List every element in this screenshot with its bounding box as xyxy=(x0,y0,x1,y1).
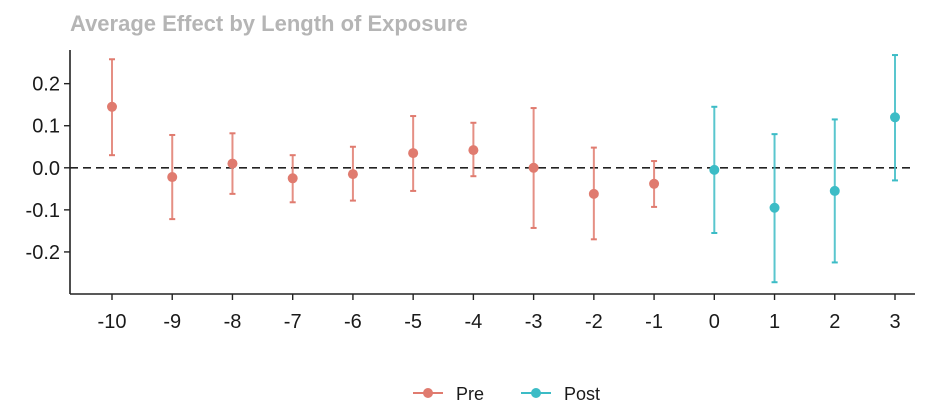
y-tick-label: -0.2 xyxy=(26,242,60,264)
point-estimate xyxy=(649,178,660,189)
legend-label: Pre xyxy=(456,384,484,403)
x-tick-label: -5 xyxy=(404,311,422,333)
data-marks xyxy=(107,54,900,284)
x-tick-label: -1 xyxy=(645,311,663,333)
estimate-post xyxy=(890,54,900,182)
legend-item-pre: Pre xyxy=(413,384,484,403)
legend: Pre Post xyxy=(413,384,600,403)
estimate-pre xyxy=(588,146,599,241)
estimate-post xyxy=(769,133,780,284)
estimate-pre xyxy=(649,160,660,208)
point-estimate xyxy=(468,145,479,156)
estimate-post xyxy=(829,118,840,264)
estimate-pre xyxy=(408,115,419,192)
estimate-pre xyxy=(167,133,178,221)
estimate-pre xyxy=(227,132,238,195)
x-tick-label: -4 xyxy=(464,311,482,333)
x-tick-label: -10 xyxy=(98,311,127,333)
estimate-post xyxy=(709,105,720,234)
x-tick-label: -6 xyxy=(344,311,362,333)
legend-key-point xyxy=(423,388,433,398)
chart-title: Average Effect by Length of Exposure xyxy=(70,11,468,36)
point-estimate xyxy=(408,148,419,159)
y-tick-label: 0.1 xyxy=(32,116,60,138)
x-tick-label: -8 xyxy=(224,311,242,333)
x-tick-label: -7 xyxy=(284,311,302,333)
x-tick-label: 2 xyxy=(829,311,840,333)
point-estimate xyxy=(107,101,117,112)
point-estimate xyxy=(588,188,599,199)
point-estimate xyxy=(829,185,840,196)
y-tick-label: -0.1 xyxy=(26,200,60,222)
x-tick-label: -2 xyxy=(585,311,603,333)
point-estimate xyxy=(709,164,720,175)
point-estimate xyxy=(167,172,178,183)
estimate-pre xyxy=(287,154,298,204)
axes: -0.2-0.10.00.10.2-10 -9 -8 -7 -6 -5 -4 -3 -2 -1 0 1… xyxy=(26,50,915,333)
y-tick-label: 0.2 xyxy=(32,74,60,96)
point-estimate xyxy=(890,112,900,123)
legend-item-post: Post xyxy=(521,384,600,403)
y-tick-label: 0.0 xyxy=(32,158,60,180)
x-tick-label: -3 xyxy=(525,311,543,333)
estimate-pre xyxy=(107,58,117,157)
estimate-pre xyxy=(468,121,479,178)
estimate-pre xyxy=(528,107,539,229)
x-tick-label: 0 xyxy=(709,311,720,333)
estimate-pre xyxy=(347,145,358,202)
x-tick-label: 1 xyxy=(769,311,780,333)
x-tick-label: -9 xyxy=(163,311,181,333)
point-estimate xyxy=(227,158,238,169)
legend-label: Post xyxy=(564,384,600,403)
point-estimate xyxy=(528,162,539,173)
point-estimate xyxy=(769,202,780,213)
point-estimate xyxy=(287,173,298,184)
legend-key-point xyxy=(531,388,541,398)
x-tick-label: 3 xyxy=(889,311,900,333)
point-estimate xyxy=(347,169,358,180)
